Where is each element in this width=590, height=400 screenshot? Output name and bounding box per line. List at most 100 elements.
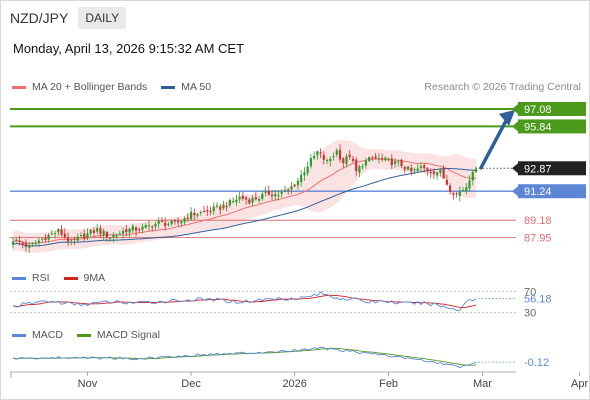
candle-body <box>232 200 235 202</box>
x-tick-label-Mar: Mar <box>473 378 492 390</box>
candle-body <box>99 228 102 234</box>
legend-swatch <box>76 333 91 337</box>
candle-body <box>280 192 283 194</box>
candle-body <box>332 156 335 158</box>
candle-body <box>209 211 212 213</box>
candle-body <box>458 191 461 196</box>
candle-body <box>44 237 47 240</box>
candle-body <box>335 150 338 155</box>
candle-body <box>160 220 164 222</box>
candle-body <box>368 157 371 162</box>
candle-body <box>186 217 189 219</box>
candle-body <box>173 220 176 222</box>
candle-body <box>202 210 206 212</box>
candle-body <box>303 172 306 176</box>
legend-label: MACD <box>32 329 63 341</box>
rsi-legend: RSI 9MA <box>12 272 119 284</box>
candle-body <box>358 166 361 173</box>
candle-body <box>406 166 410 170</box>
level-value-89.18: 89.18 <box>524 215 552 227</box>
candle-body <box>222 204 225 209</box>
candle-body <box>248 199 251 204</box>
legend-swatch <box>161 85 176 89</box>
candle-body <box>92 230 96 233</box>
legend-macd: MACD <box>12 329 63 341</box>
current-price-value: 92.87 <box>524 163 552 175</box>
candle-body <box>73 238 76 240</box>
candle-body <box>400 159 403 167</box>
candle-body <box>345 156 348 164</box>
bollinger-band <box>13 139 476 254</box>
candle-body <box>416 168 419 171</box>
candle-body <box>66 237 70 242</box>
candle-body <box>164 222 167 226</box>
candle-body <box>426 168 429 171</box>
macd-legend: MACD MACD Signal <box>12 329 174 341</box>
instrument-title: NZD/JPY <box>10 10 69 26</box>
candle-body <box>436 172 439 176</box>
level-value-97.08: 97.08 <box>524 104 552 116</box>
candle-body <box>228 199 232 206</box>
candle-body <box>112 235 115 238</box>
candle-body <box>53 233 57 235</box>
candle-body <box>325 160 329 162</box>
candle-body <box>397 161 400 163</box>
candle-body <box>452 193 455 195</box>
macd-current-value: -0.12 <box>524 357 549 369</box>
candle-body <box>57 229 60 233</box>
candle-body <box>34 242 37 244</box>
candle-body <box>37 240 41 243</box>
candle-body <box>154 223 157 227</box>
candle-body <box>105 231 108 238</box>
candle-body <box>468 180 471 189</box>
chart-datetime: Monday, April 13, 2026 9:15:32 AM CET <box>13 41 245 56</box>
candle-body <box>423 165 426 169</box>
candle-body <box>193 212 196 216</box>
candle-body <box>419 166 423 169</box>
candle-body <box>342 158 345 164</box>
candle-body <box>393 161 397 164</box>
level-tag-pointer <box>512 103 518 114</box>
candle-body <box>15 239 18 241</box>
legend-ma50: MA 50 <box>161 81 211 93</box>
chart-header: NZD/JPY DAILY <box>10 7 127 29</box>
candle-body <box>131 226 134 231</box>
candle-body <box>121 230 125 234</box>
target-arrow-head <box>499 109 515 126</box>
legend-macd-signal: MACD Signal <box>76 329 160 341</box>
candle-body <box>306 166 309 174</box>
level-tag-pointer <box>512 121 518 132</box>
candle-body <box>442 167 445 179</box>
candle-body <box>196 214 199 216</box>
candle-body <box>264 191 267 193</box>
candle-body <box>144 225 147 228</box>
legend-swatch <box>12 333 26 337</box>
legend-9ma: 9MA <box>63 272 105 284</box>
candle-body <box>151 226 154 228</box>
candle-body <box>89 229 92 234</box>
candle-body <box>11 241 15 245</box>
rsi-line <box>12 291 477 311</box>
period-badge[interactable]: DAILY <box>78 7 127 29</box>
candle-body <box>293 184 296 187</box>
candle-body <box>283 190 287 192</box>
candle-body <box>70 239 73 241</box>
candle-body <box>141 226 144 230</box>
candle-body <box>183 218 186 223</box>
candle-body <box>134 227 138 231</box>
legend-swatch <box>12 276 26 280</box>
candle-body <box>290 186 293 190</box>
candle-body <box>439 169 442 173</box>
legend-ma20: MA 20 + Bollinger Bands <box>12 81 147 93</box>
level-tag-pointer <box>512 186 518 197</box>
candle-body <box>455 193 458 195</box>
candle-body <box>267 190 270 195</box>
level-value-87.95: 87.95 <box>524 233 552 245</box>
candle-body <box>180 221 183 224</box>
candle-body <box>296 180 300 186</box>
candle-body <box>381 157 384 159</box>
candle-body <box>177 220 180 223</box>
candle-body <box>448 185 452 193</box>
current-price-pointer <box>512 163 518 174</box>
